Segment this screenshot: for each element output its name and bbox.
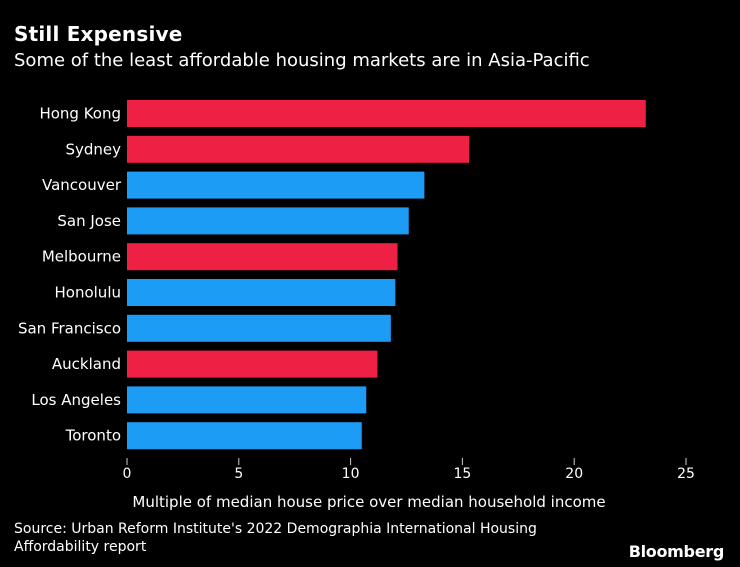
- bars-group: [127, 100, 646, 450]
- bar-auckland: [127, 350, 378, 378]
- x-tick-label: 5: [234, 466, 243, 482]
- bar-sydney: [127, 135, 470, 163]
- chart-subtitle: Some of the least affordable housing mar…: [14, 50, 590, 71]
- x-axis-title: Multiple of median house price over medi…: [132, 493, 605, 511]
- category-label: Los Angeles: [31, 391, 121, 409]
- x-axis-ticks: [126, 458, 687, 465]
- x-tick-label: 15: [453, 466, 471, 482]
- chart-title: Still Expensive: [14, 22, 183, 46]
- x-axis-tick-labels: 0 5 10 15 20 25: [123, 466, 695, 482]
- bloomberg-logo: Bloomberg: [628, 542, 725, 561]
- category-labels: Hong Kong Sydney Vancouver San Jose Melbourn…: [18, 105, 122, 445]
- bar-san-francisco: [127, 314, 391, 342]
- x-tick-label: 0: [123, 466, 132, 482]
- category-label: Auckland: [52, 355, 121, 373]
- bar-los-angeles: [127, 386, 367, 414]
- x-tick-label: 10: [342, 466, 360, 482]
- bar-melbourne: [127, 243, 398, 271]
- bar-san-jose: [127, 207, 409, 235]
- x-tick-label: 20: [565, 466, 583, 482]
- category-label: Hong Kong: [39, 105, 121, 123]
- category-label: San Jose: [57, 212, 121, 230]
- category-label: Sydney: [65, 140, 121, 158]
- bar-honolulu: [127, 279, 396, 306]
- source-note: Source: Urban Reform Institute's 2022 De…: [14, 521, 537, 555]
- bar-vancouver: [127, 171, 425, 199]
- category-label: Melbourne: [42, 248, 121, 266]
- category-label: Toronto: [65, 427, 121, 445]
- category-label: San Francisco: [18, 319, 121, 337]
- category-label: Honolulu: [55, 284, 122, 302]
- bar-toronto: [127, 422, 362, 450]
- category-label: Vancouver: [42, 176, 122, 194]
- x-tick-label: 25: [677, 466, 695, 482]
- bar-hong-kong: [127, 100, 646, 127]
